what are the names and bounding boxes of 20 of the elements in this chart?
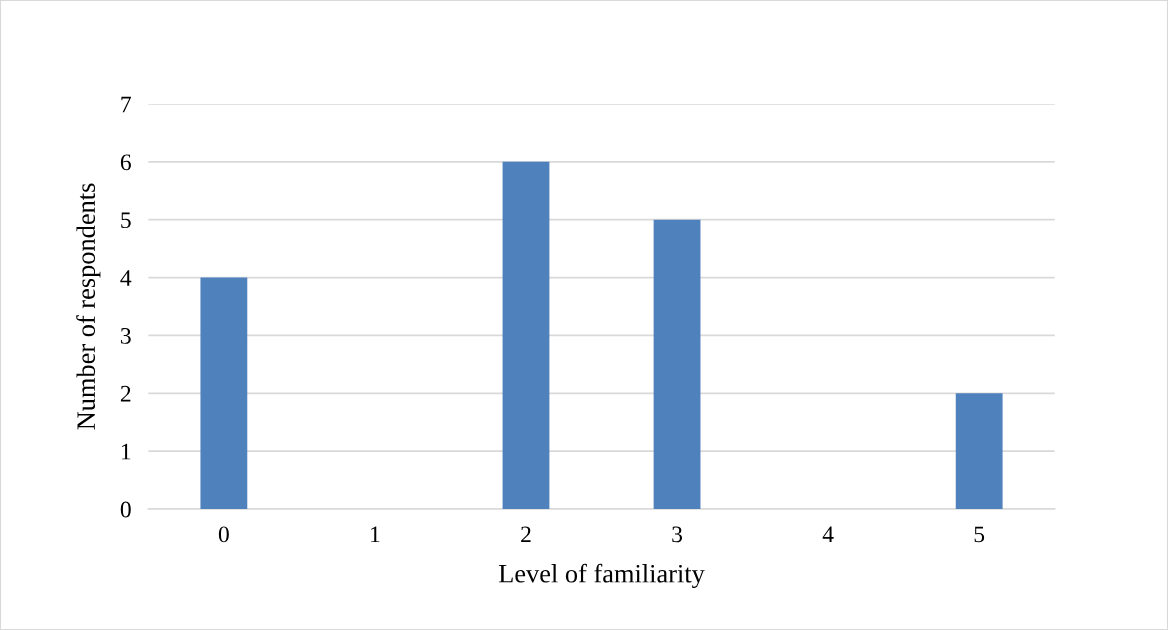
bar — [955, 393, 1003, 510]
y-tick-label: 1 — [121, 443, 131, 460]
y-tick-label: 0 — [120, 501, 131, 518]
x-tick-label: 4 — [822, 526, 834, 543]
x-axis-title: Level of familiarity — [498, 563, 705, 589]
x-tick-label: 0 — [218, 526, 229, 543]
x-tick-label: 5 — [974, 526, 985, 543]
x-tick-label: 2 — [521, 526, 531, 543]
x-tick-label: 1 — [371, 526, 380, 543]
y-axis-title: Number of respondents — [76, 183, 101, 430]
y-tick-label: 5 — [121, 212, 131, 229]
y-tick-label: 7 — [121, 96, 131, 113]
bar — [200, 277, 248, 510]
y-tick-label: 6 — [120, 154, 131, 171]
y-tick-label: 3 — [120, 327, 131, 344]
bar — [653, 219, 701, 510]
bar — [502, 161, 550, 510]
x-tick-label: 3 — [672, 526, 683, 543]
y-tick-label: 4 — [120, 270, 132, 286]
y-tick-label: 2 — [120, 385, 131, 402]
